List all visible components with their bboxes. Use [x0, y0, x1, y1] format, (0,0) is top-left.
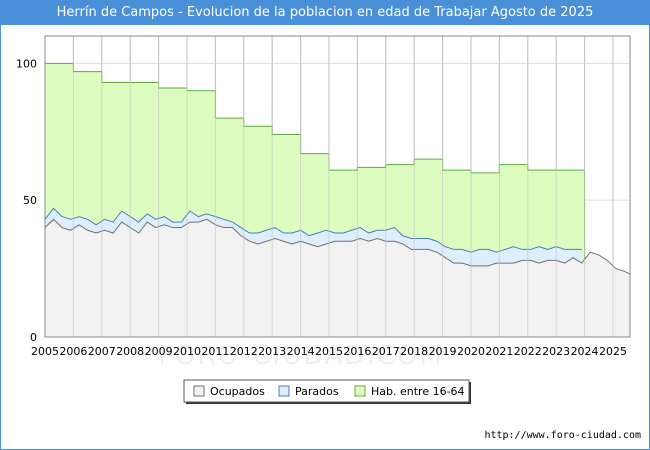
x-tick-2023: 2023 — [542, 345, 570, 358]
x-tick-2019: 2019 — [429, 345, 457, 358]
x-tick-2021: 2021 — [485, 345, 513, 358]
x-tick-2016: 2016 — [343, 345, 371, 358]
y-tick-100: 100 — [16, 57, 37, 70]
x-tick-2025: 2025 — [599, 345, 627, 358]
series-ocupados-line — [44, 218, 631, 275]
x-tick-2018: 2018 — [400, 345, 428, 358]
legend-swatch-ocupados — [193, 385, 205, 397]
x-tick-2015: 2015 — [315, 345, 343, 358]
x-tick-2022: 2022 — [514, 345, 542, 358]
x-tick-2024: 2024 — [571, 345, 599, 358]
x-tick-2020: 2020 — [457, 345, 485, 358]
legend: Ocupados Parados Hab. entre 16-64 — [183, 379, 471, 404]
x-tick-2011: 2011 — [201, 345, 229, 358]
x-tick-2007: 2007 — [88, 345, 116, 358]
y-tick-50: 50 — [23, 194, 37, 207]
series-parados-line — [44, 207, 582, 253]
x-tick-2008: 2008 — [116, 345, 144, 358]
legend-label-ocupados: Ocupados — [210, 385, 265, 398]
legend-swatch-hab-entre-16-64 — [354, 385, 366, 397]
legend-box — [183, 379, 470, 403]
legend-swatch-parados — [278, 385, 290, 397]
chart-title: Herrín de Campos - Evolucion de la pobla… — [1, 1, 649, 25]
watermark: FORO-CIUDAD.COM — [158, 341, 444, 371]
source-url: http://www.foro-ciudad.com — [484, 430, 641, 441]
x-tick-2006: 2006 — [59, 345, 87, 358]
x-tick-2014: 2014 — [287, 345, 315, 358]
y-tick-0: 0 — [30, 331, 37, 344]
x-tick-2010: 2010 — [173, 345, 201, 358]
legend-label-hab-entre-16-64: Hab. entre 16-64 — [371, 385, 465, 398]
series-ocupados-area — [45, 219, 630, 337]
x-tick-2005: 2005 — [31, 345, 59, 358]
x-tick-2009: 2009 — [145, 345, 173, 358]
legend-label-parados: Parados — [295, 385, 339, 398]
x-tick-2012: 2012 — [230, 345, 258, 358]
plot-border — [44, 35, 631, 338]
x-tick-2013: 2013 — [258, 345, 286, 358]
plot-area: 2005 2006 2007 2008 2009 2010 2011 2012 2013 2014… — [16, 35, 631, 358]
x-tick-2017: 2017 — [372, 345, 400, 358]
